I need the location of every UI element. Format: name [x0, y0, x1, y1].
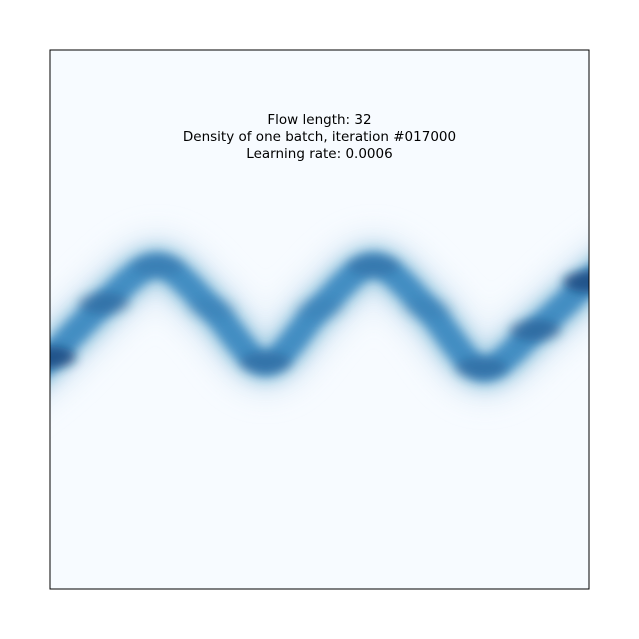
chart-title-line-3: Learning rate: 0.0006	[246, 146, 392, 162]
density-point	[293, 297, 346, 320]
density-point	[563, 270, 589, 293]
axes-frame	[49, 49, 590, 590]
density-point	[455, 357, 508, 380]
density-point	[131, 254, 184, 277]
density-point	[50, 346, 76, 369]
density-band	[50, 233, 589, 401]
density-point	[401, 297, 454, 320]
density-point	[509, 319, 562, 342]
density-point	[185, 297, 238, 320]
chart-title-line-2: Density of one batch, iteration #017000	[183, 129, 456, 145]
chart-title-line-1: Flow length: 32	[267, 112, 371, 128]
density-point	[347, 254, 400, 277]
density-point	[239, 351, 292, 374]
density-point	[77, 292, 130, 315]
